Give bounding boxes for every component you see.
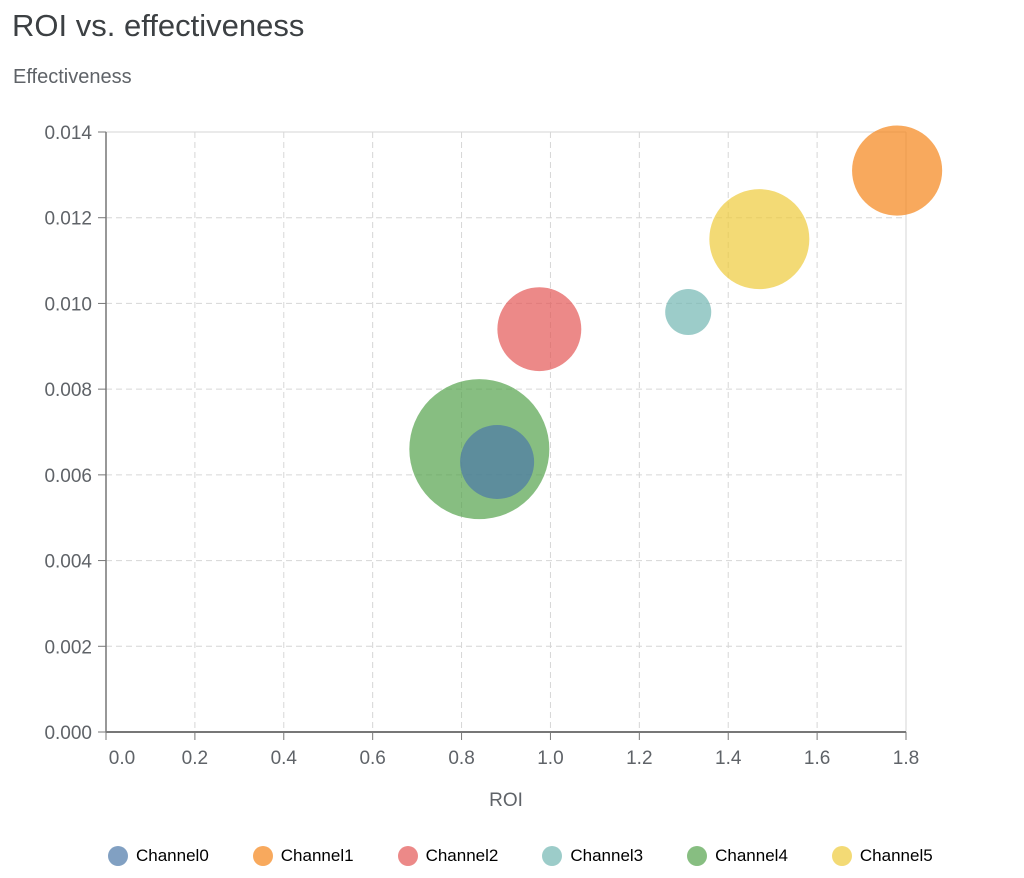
- x-tick-label: 0.8: [448, 748, 474, 769]
- x-tick-label: 1.2: [626, 748, 652, 769]
- legend: Channel0 Channel1 Channel2 Channel3 Channel4…: [108, 846, 977, 866]
- legend-swatch: [252, 846, 273, 866]
- legend-item[interactable]: Channel3: [542, 846, 643, 866]
- legend-label: Channel5: [859, 846, 933, 865]
- legend-item[interactable]: Channel0: [108, 846, 209, 866]
- bubble-channel0: [460, 424, 535, 500]
- x-tick-label: 0.6: [359, 748, 385, 769]
- bubble-channel2: [497, 287, 582, 372]
- y-tick-label: 0.006: [44, 466, 92, 487]
- chart-title: ROI vs. effectiveness: [12, 8, 305, 43]
- y-tick-label: 0.004: [44, 552, 92, 573]
- x-tick-label: 1.0: [537, 748, 563, 769]
- y-tick-label: 0.012: [44, 209, 92, 230]
- y-tick-label: 0.008: [44, 380, 92, 401]
- x-tick-label: 1.8: [893, 748, 919, 769]
- legend-label: Channel0: [136, 846, 209, 865]
- legend-swatch: [831, 846, 852, 866]
- legend-item[interactable]: Channel4: [687, 846, 788, 866]
- legend-label: Channel4: [715, 846, 788, 865]
- bubble-channel1: [852, 125, 943, 216]
- y-tick-label: 0.002: [44, 637, 92, 658]
- legend-swatch: [542, 846, 563, 866]
- y-tick-label: 0.014: [44, 123, 92, 144]
- x-axis-label: ROI: [489, 790, 523, 811]
- legend-label: Channel3: [570, 846, 644, 865]
- x-tick-label: 0.4: [271, 748, 298, 769]
- legend-label: Channel1: [280, 846, 354, 865]
- x-tick-label: 1.4: [715, 748, 742, 769]
- bubble-channel5: [709, 189, 810, 290]
- legend-label: Channel2: [425, 846, 499, 865]
- x-tick-label: 1.6: [804, 748, 830, 769]
- legend-swatch: [397, 846, 418, 866]
- legend-swatch: [108, 846, 128, 866]
- legend-item[interactable]: Channel5: [831, 846, 933, 866]
- y-axis-label: Effectiveness: [13, 66, 132, 88]
- x-tick-label: 0.2: [182, 748, 208, 769]
- y-tick-label: 0.000: [44, 723, 92, 744]
- bubble-channel3: [665, 288, 712, 336]
- x-tick-label: 0.0: [109, 748, 135, 769]
- legend-item[interactable]: Channel1: [252, 846, 354, 866]
- legend-swatch: [687, 846, 708, 866]
- legend-item[interactable]: Channel2: [397, 846, 499, 866]
- y-tick-label: 0.010: [44, 294, 92, 315]
